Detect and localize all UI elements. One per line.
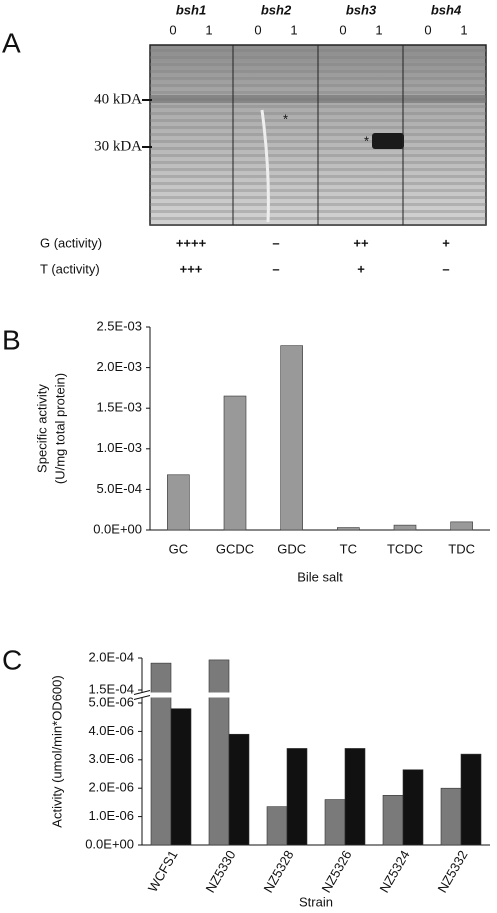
x-axis-label: Strain	[299, 894, 333, 909]
y-tick-label: 5.0E-06	[88, 694, 134, 709]
svg-text:*: *	[364, 133, 369, 148]
bar	[280, 345, 303, 531]
panel-label: A	[2, 27, 21, 58]
activity-score: –	[272, 261, 279, 276]
marker-label: 40 kDA	[94, 91, 142, 107]
bar	[337, 527, 360, 531]
y-axis-label: (U/mg total protein)	[52, 373, 67, 484]
activity-score: ++	[353, 235, 369, 250]
y-tick-label: 2.0E-06	[88, 780, 134, 795]
x-tick-label: NZ5332	[434, 848, 470, 896]
y-tick-label: 1.5E-03	[96, 400, 142, 415]
y-tick-label: 5.0E-04	[96, 481, 142, 496]
x-tick-label: TC	[340, 541, 357, 556]
gel: * *	[149, 44, 487, 226]
break-mark	[133, 695, 151, 700]
row-label: T (activity)	[40, 261, 100, 276]
lane-name: bsh4	[431, 2, 462, 17]
y-tick-label: 1.5E-04	[88, 681, 134, 696]
axis-break	[134, 692, 272, 698]
y-tick-label: 0.0E+00	[93, 521, 142, 536]
bar	[460, 753, 482, 846]
bar	[402, 769, 424, 846]
lane-name: bsh1	[176, 2, 206, 17]
y-tick-label: 2.0E-03	[96, 359, 142, 374]
y-axis-label: Activity (umol/min*OD600)	[49, 675, 64, 827]
y-tick-label: 4.0E-06	[88, 723, 134, 738]
lane-time: 1	[205, 22, 212, 37]
bar	[440, 787, 462, 846]
bar	[223, 395, 247, 531]
lane-time: 0	[424, 22, 431, 37]
lane-time: 0	[339, 22, 346, 37]
break-mark	[133, 690, 151, 695]
x-tick-label: TDC	[448, 541, 475, 556]
x-tick-label: GC	[169, 541, 189, 556]
y-tick-label: 0.0E+00	[85, 836, 134, 851]
x-tick-label: GDC	[277, 541, 306, 556]
bar	[208, 659, 230, 846]
x-tick-label: WCFS1	[145, 848, 181, 895]
lane-time: 1	[375, 22, 382, 37]
y-tick-label: 3.0E-06	[88, 751, 134, 766]
bar	[266, 806, 288, 846]
bar	[450, 521, 473, 531]
row-label: G (activity)	[40, 235, 102, 250]
bar	[324, 799, 346, 846]
y-tick-label: 1.0E-06	[88, 808, 134, 823]
bar	[344, 748, 366, 846]
lane-time: 1	[460, 22, 467, 37]
activity-score: –	[442, 261, 449, 276]
bar	[170, 708, 192, 846]
bar	[393, 524, 417, 531]
x-tick-label: NZ5326	[318, 848, 354, 896]
activity-score: +	[442, 235, 450, 250]
activity-score: +++	[180, 261, 203, 276]
x-tick-label: NZ5330	[202, 848, 238, 896]
activity-score: +	[357, 261, 365, 276]
bar	[150, 662, 172, 846]
x-tick-label: TCDC	[387, 541, 423, 556]
bar	[382, 794, 404, 846]
lane-name: bsh3	[346, 2, 377, 17]
lane-time: 1	[290, 22, 297, 37]
y-tick-label: 1.0E-03	[96, 440, 142, 455]
lane-time: 0	[254, 22, 261, 37]
bar	[167, 474, 190, 531]
activity-score: –	[272, 235, 279, 250]
x-tick-label: GCDC	[216, 541, 254, 556]
svg-text:*: *	[283, 111, 288, 126]
bar	[286, 748, 308, 846]
bar	[228, 733, 250, 846]
activity-score: ++++	[176, 235, 207, 250]
y-tick-label: 2.0E-04	[88, 649, 134, 664]
marker-label: 30 kDA	[94, 138, 142, 154]
lane-name: bsh2	[261, 2, 292, 17]
y-axis-label: Specific activity	[34, 384, 49, 473]
panel-label: C	[2, 644, 22, 675]
panel-label: B	[2, 324, 21, 355]
lane-time: 0	[169, 22, 176, 37]
y-tick-label: 2.5E-03	[96, 318, 142, 333]
x-axis-label: Bile salt	[297, 569, 343, 584]
x-tick-label: NZ5324	[376, 848, 412, 896]
x-tick-label: NZ5328	[260, 848, 296, 896]
